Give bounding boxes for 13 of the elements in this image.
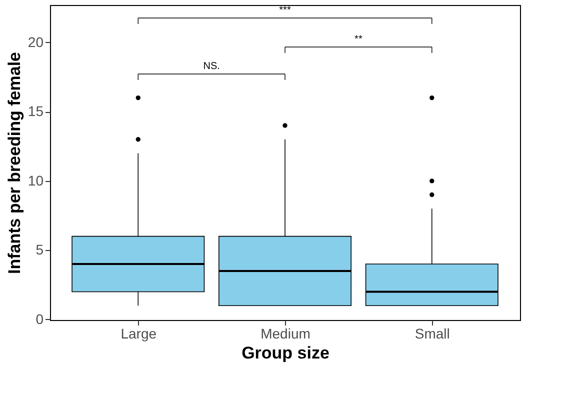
y-tick-label: 0 <box>36 310 44 327</box>
y-tick-label: 20 <box>28 34 44 50</box>
y-tick-label: 10 <box>28 172 44 188</box>
x-tick-label: Large <box>120 326 157 342</box>
x-tick-label: Small <box>414 326 450 342</box>
x-tick-label: Medium <box>260 326 310 342</box>
x-axis-title: Group size <box>242 344 330 362</box>
y-axis-title: Infants per breeding female <box>4 52 24 274</box>
y-tick-label: 5 <box>36 242 44 258</box>
annotation: *** <box>279 5 291 16</box>
annotation: NS. <box>203 61 220 72</box>
y-tick-label: 15 <box>28 103 44 120</box>
annotation: ** <box>354 34 362 45</box>
